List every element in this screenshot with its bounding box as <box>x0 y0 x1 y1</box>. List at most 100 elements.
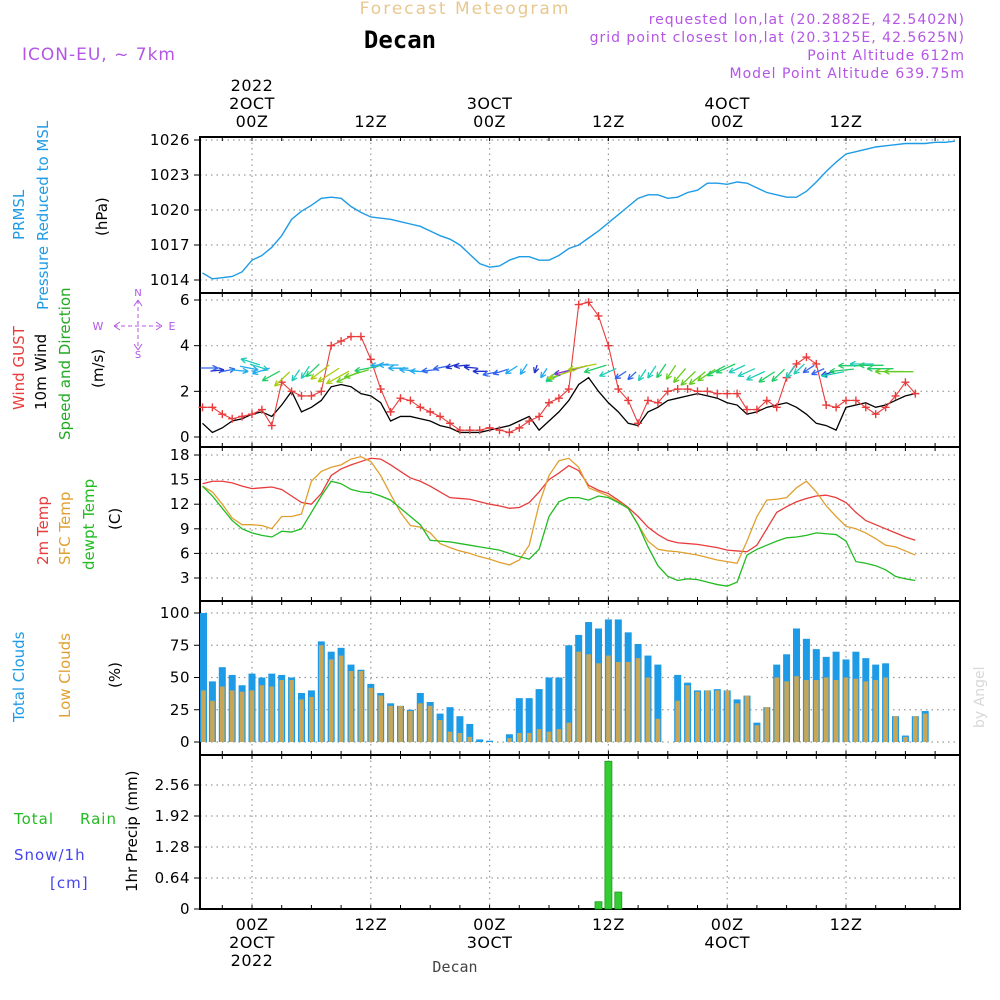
low-cloud-bar <box>546 731 552 742</box>
temp-dewpoint-line <box>202 480 916 587</box>
low-cloud-bar <box>239 691 245 742</box>
clouds-label-total: Total Clouds <box>10 631 28 723</box>
clouds-ytick-label: 75 <box>170 636 190 654</box>
gust-marker <box>218 410 227 419</box>
low-cloud-bar <box>249 690 255 742</box>
gust-marker <box>604 341 613 350</box>
low-cloud-bar <box>625 662 631 742</box>
wind-direction-arrow <box>519 363 528 375</box>
model-label: ICON-EU, ~ 7km <box>22 45 176 65</box>
bottom-time-label: 4OCT <box>704 933 750 952</box>
gust-marker <box>663 387 672 396</box>
gust-marker <box>465 426 474 435</box>
low-cloud-bar <box>299 699 304 742</box>
point-altitude: Point Altitude 612m <box>807 48 965 64</box>
low-cloud-bar <box>201 690 206 742</box>
wind-direction-arrow <box>492 368 508 376</box>
wind-direction-arrow <box>230 367 249 375</box>
wind-direction-arrow <box>200 364 219 372</box>
clouds-label-low: Low Clouds <box>56 633 74 718</box>
compass-n: N <box>134 288 141 299</box>
gust-marker <box>614 385 623 394</box>
gust-marker <box>624 396 633 405</box>
low-cloud-bar <box>507 738 512 742</box>
gust-marker <box>723 389 732 398</box>
model-point-altitude: Model Point Altitude 639.75m <box>730 66 965 82</box>
pressure-panel: 1014 1017 1020 1023 1026 <box>150 131 961 294</box>
top-time-label: 00Z <box>236 112 269 131</box>
total-cloud-bar <box>565 645 573 742</box>
top-time-label: 2OCT <box>229 94 275 113</box>
gust-marker <box>208 403 217 412</box>
low-cloud-bar <box>517 732 522 742</box>
gust-marker <box>297 391 306 400</box>
compass-e: E <box>169 320 176 333</box>
bottom-time-label: 3OCT <box>467 933 513 952</box>
gust-marker <box>525 417 534 426</box>
precip-label-snow: Snow/1h <box>14 846 86 864</box>
precip-unit: 1hr Precip (mm) <box>123 771 141 892</box>
low-cloud-bar <box>418 703 423 742</box>
chart-top-title: Forecast Meteogram <box>360 0 571 19</box>
bottom-time-label: 12Z <box>592 915 625 934</box>
wind-direction-arrow <box>261 370 281 382</box>
gust-marker <box>594 311 603 320</box>
wind-direction-arrow <box>793 363 805 375</box>
location-title: Decan <box>364 26 436 54</box>
clouds-unit: (%) <box>106 662 124 688</box>
gust-marker <box>455 426 464 435</box>
wind-direction-arrow <box>310 364 330 380</box>
low-cloud-bar <box>903 736 908 742</box>
requested-coords: requested lon,lat (20.2882E, 42.5402N) <box>649 12 965 28</box>
gust-marker <box>228 414 237 423</box>
low-cloud-bar <box>695 691 700 742</box>
precip-ytick-label: 1.28 <box>155 838 190 856</box>
compass-rose: N W E S <box>93 288 176 361</box>
wind-direction-arrow <box>858 362 884 369</box>
gust-marker <box>842 396 850 405</box>
low-cloud-bar <box>358 671 364 742</box>
temp-ytick-label: 12 <box>170 495 190 513</box>
gust-marker <box>802 353 811 362</box>
pressure-line <box>202 140 955 280</box>
wind-direction-arrow <box>614 370 627 380</box>
gust-marker <box>743 405 751 414</box>
total-cloud-bar <box>535 689 543 742</box>
wind-direction-arrow <box>432 364 449 372</box>
low-cloud-bar <box>685 685 690 742</box>
gust-marker <box>733 389 742 398</box>
gust-marker <box>792 359 801 368</box>
low-cloud-bar <box>348 671 354 742</box>
low-cloud-bar <box>309 696 314 742</box>
wind-direction-arrow <box>472 368 488 375</box>
low-cloud-bar <box>833 680 839 742</box>
gust-marker <box>851 396 860 405</box>
temp-unit: (C) <box>106 508 124 530</box>
gridpoint-coords: grid point closest lon,lat (20.3125E, 42… <box>590 30 965 46</box>
wind-direction-arrow <box>802 364 815 374</box>
precip-ytick-label: 2.56 <box>155 776 190 794</box>
temp-ytick-label: 6 <box>180 544 190 562</box>
wind-direction-arrow <box>665 364 677 380</box>
low-cloud-bar <box>388 705 393 742</box>
precip-ytick-label: 0 <box>180 900 190 918</box>
low-cloud-bar <box>437 720 443 742</box>
low-cloud-bar <box>586 654 591 742</box>
gust-marker <box>822 401 831 410</box>
temp-ytick-label: 15 <box>170 471 190 489</box>
low-cloud-bar <box>596 663 601 742</box>
bottom-location-label: Decan <box>432 958 477 976</box>
gust-marker <box>337 337 346 346</box>
wind-gust-line <box>202 301 916 434</box>
gust-marker <box>287 387 296 396</box>
low-cloud-bar <box>635 658 641 742</box>
wind-direction-arrow <box>583 364 607 374</box>
wind-label-10m: 10m Wind <box>32 334 50 410</box>
pressure-panel-labels: PRMSL Pressure Reduced to MSL (hPa) <box>10 120 111 310</box>
bottom-time-label: 00Z <box>711 915 744 934</box>
wind-direction-arrow <box>758 371 776 383</box>
low-cloud-bar <box>279 680 284 742</box>
low-cloud-bar <box>398 705 403 742</box>
wind-direction-arrow <box>637 368 647 382</box>
